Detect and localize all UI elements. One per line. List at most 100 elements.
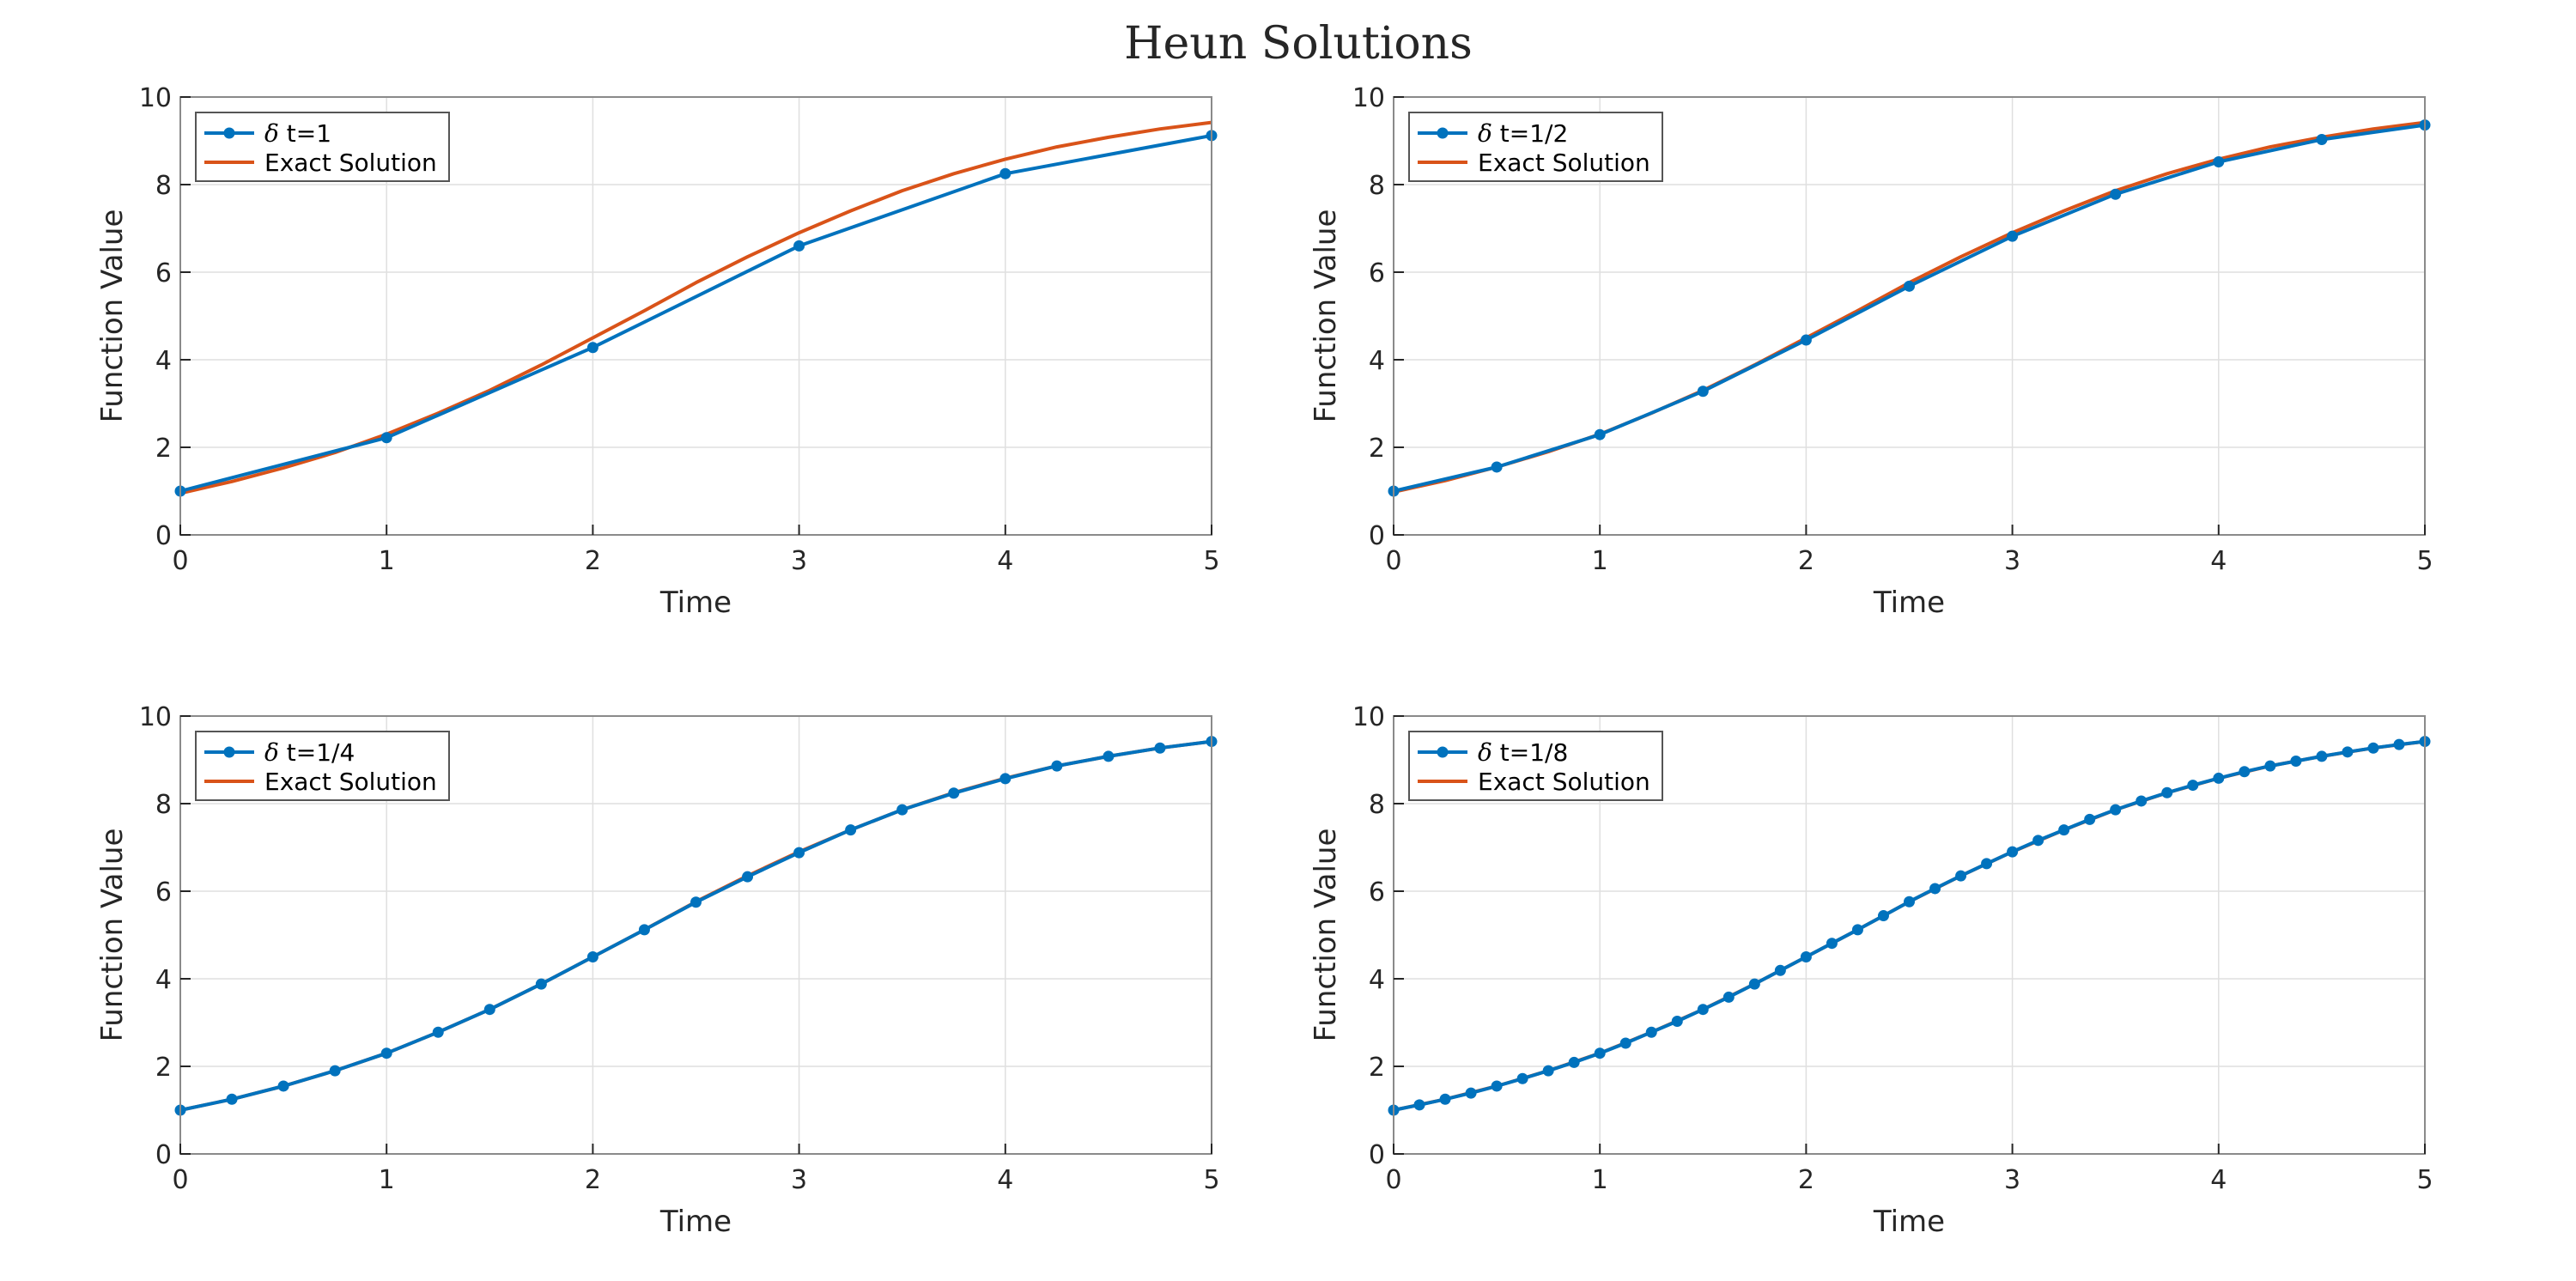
- heun-data-point: [2316, 750, 2328, 762]
- figure-title: Heun Solutions: [1124, 18, 1473, 70]
- heun-data-point: [2393, 738, 2405, 750]
- axes-box: [179, 715, 1212, 1155]
- legend-heun-marker: [1437, 746, 1449, 758]
- heun-data-point: [380, 432, 392, 444]
- heun-data-point: [2290, 756, 2302, 768]
- y-tick-label: 2: [155, 434, 172, 464]
- x-tick-label: 3: [791, 546, 807, 576]
- heun-data-point: [2161, 786, 2173, 798]
- heun-data-point: [1413, 1099, 1425, 1111]
- heun-data-point: [1671, 1015, 1683, 1027]
- y-tick-label: 8: [1369, 790, 1385, 820]
- heun-data-point: [535, 978, 547, 990]
- x-tick-label: 4: [2210, 1165, 2227, 1195]
- heun-data-point: [1697, 1004, 1709, 1016]
- x-tick-label: 2: [1798, 546, 1814, 576]
- heun-data-point: [1722, 991, 1735, 1003]
- heun-data-point: [1851, 924, 1863, 936]
- heun-data-point: [2007, 846, 2019, 858]
- y-tick-label: 10: [1352, 702, 1385, 732]
- x-tick-label: 1: [1592, 1165, 1608, 1195]
- legend-step-text: t=1: [279, 119, 331, 148]
- axes-box: [1393, 715, 2426, 1155]
- subplot-4: 0 1 2 3 4 5 0 2 4 6 8 10 Time Function Value δ t=1/8Ex…: [1309, 702, 2433, 1239]
- series-heun-line: [179, 133, 1212, 493]
- heun-data-point: [1877, 910, 1889, 922]
- legend-box: [1408, 112, 1663, 182]
- y-axis-label: Function Value: [1309, 829, 1343, 1042]
- heun-data-point: [2239, 766, 2251, 778]
- heun-data-point: [2367, 742, 2379, 754]
- y-tick-label: 4: [1369, 346, 1385, 376]
- heun-data-point: [1491, 1080, 1503, 1092]
- heun-data-point: [1697, 386, 1709, 398]
- legend-label-exact: Exact Solution: [1478, 149, 1650, 177]
- x-tick-label: 5: [1203, 546, 1219, 576]
- heun-data-point: [586, 342, 598, 354]
- heun-data-point: [999, 773, 1012, 785]
- legend-label-heun: δ t=1/8: [1478, 738, 1568, 767]
- heun-data-point: [2032, 835, 2044, 847]
- x-tick-label: 4: [997, 1165, 1013, 1195]
- heun-data-point: [2342, 746, 2354, 758]
- x-tick-label: 0: [1385, 1165, 1401, 1195]
- x-tick-label: 0: [1385, 546, 1401, 576]
- y-tick-label: 0: [155, 521, 172, 551]
- legend-delta-symbol: δ: [1478, 119, 1492, 148]
- legend-step-text: t=1/8: [1492, 738, 1568, 767]
- heun-data-point: [380, 1047, 392, 1059]
- heun-data-point: [2213, 772, 2225, 784]
- axes-box: [179, 96, 1212, 536]
- legend-label-heun: δ t=1: [264, 119, 331, 148]
- x-tick-label: 0: [172, 1165, 188, 1195]
- x-tick-label: 1: [379, 1165, 395, 1195]
- legend-label-exact: Exact Solution: [1478, 768, 1650, 796]
- legend-label-heun: δ t=1/2: [1478, 119, 1568, 148]
- y-tick-label: 0: [1369, 1140, 1385, 1170]
- x-tick-label: 2: [585, 546, 601, 576]
- y-tick-label: 8: [155, 790, 172, 820]
- legend-heun-marker: [223, 127, 235, 139]
- heun-data-point: [586, 951, 598, 962]
- legend-step-text: t=1/2: [1492, 119, 1568, 148]
- legend-delta-symbol: δ: [264, 738, 279, 767]
- x-tick-label: 3: [2004, 546, 2020, 576]
- y-tick-label: 4: [155, 346, 172, 376]
- heun-data-point: [1154, 742, 1166, 754]
- legend-label-exact: Exact Solution: [264, 768, 437, 796]
- y-tick-label: 2: [1369, 434, 1385, 464]
- heun-data-point: [2136, 795, 2148, 807]
- heun-data-point: [999, 167, 1012, 179]
- x-axis-label: Time: [659, 586, 732, 620]
- heun-data-point: [2058, 824, 2070, 836]
- y-tick-label: 10: [139, 83, 172, 113]
- heun-data-point: [329, 1065, 341, 1077]
- subplot-2: 0 1 2 3 4 5 0 2 4 6 8 10 Time Function Value δ t=1/2Ex…: [1309, 83, 2433, 620]
- heun-data-point: [1594, 428, 1606, 440]
- x-tick-label: 4: [2210, 546, 2227, 576]
- heun-data-point: [1748, 978, 1760, 990]
- x-tick-label: 5: [2416, 546, 2433, 576]
- heun-data-point: [1619, 1037, 1631, 1049]
- x-tick-label: 2: [585, 1165, 601, 1195]
- heun-data-point: [2187, 780, 2199, 792]
- heun-data-point: [1645, 1026, 1657, 1038]
- heun-data-point: [1594, 1047, 1606, 1059]
- y-tick-label: 10: [1352, 83, 1385, 113]
- heun-data-point: [793, 240, 805, 252]
- heun-data-point: [1491, 461, 1503, 473]
- y-tick-label: 6: [155, 877, 172, 908]
- x-tick-label: 0: [172, 546, 188, 576]
- x-tick-label: 5: [1203, 1165, 1219, 1195]
- heun-data-point: [2007, 230, 2019, 242]
- y-tick-label: 2: [1369, 1053, 1385, 1083]
- y-axis-label: Function Value: [1309, 209, 1343, 423]
- x-tick-label: 5: [2416, 1165, 2433, 1195]
- heun-data-point: [690, 896, 702, 908]
- heun-data-point: [2110, 188, 2122, 200]
- heun-data-point: [1904, 895, 1915, 908]
- subplot-1: 0 1 2 3 4 5 0 2 4 6 8 10 Time Function Value δ t=1Exac…: [95, 83, 1220, 620]
- legend-box: [195, 731, 450, 801]
